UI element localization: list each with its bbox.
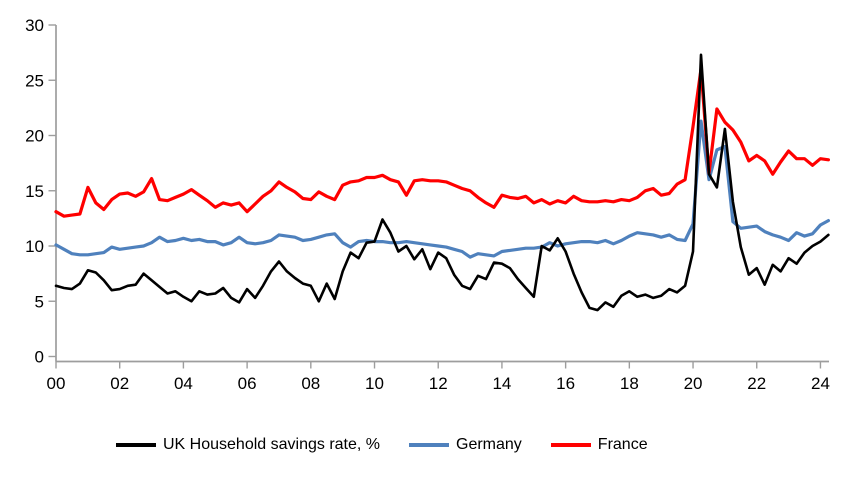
x-tick-label: 02	[110, 374, 129, 393]
y-tick-label: 10	[25, 237, 44, 256]
legend-item-germany: Germany	[409, 436, 522, 454]
series-line-france	[54, 67, 831, 218]
y-tick-label: 30	[25, 16, 44, 35]
x-tick-label: 06	[238, 374, 257, 393]
legend-label-france: France	[597, 436, 648, 453]
x-tick-label: 08	[301, 374, 320, 393]
y-tick-label: 25	[25, 71, 44, 90]
chart-legend: UK Household savings rate, % Germany Fra…	[116, 432, 648, 458]
x-tick-label: 20	[684, 374, 703, 393]
x-tick-label: 10	[365, 374, 384, 393]
series-line-germany	[54, 119, 831, 259]
x-tick-label: 16	[556, 374, 575, 393]
legend-swatch-france-line	[550, 443, 591, 447]
legend-label-germany: Germany	[456, 436, 522, 453]
y-tick-label: 0	[35, 348, 44, 367]
y-tick-label: 5	[35, 292, 44, 311]
x-tick-label: 14	[492, 374, 511, 393]
legend-label-uk: UK Household savings rate, %	[163, 436, 380, 453]
x-tick-label: 00	[47, 374, 66, 393]
legend-item-france: France	[550, 436, 648, 454]
y-tick-label: 20	[25, 127, 44, 146]
legend-swatch-uk-line	[116, 443, 156, 447]
x-tick-label: 24	[811, 374, 830, 393]
x-tick-label: 18	[620, 374, 639, 393]
legend-item-uk: UK Household savings rate, %	[116, 436, 380, 454]
y-tick-label: 15	[25, 182, 44, 201]
x-tick-label: 04	[174, 374, 193, 393]
x-tick-label: 12	[429, 374, 448, 393]
x-tick-label: 22	[747, 374, 766, 393]
legend-swatch-germany-line	[409, 443, 449, 447]
series-line-uk-household-savings-rate	[54, 53, 830, 312]
